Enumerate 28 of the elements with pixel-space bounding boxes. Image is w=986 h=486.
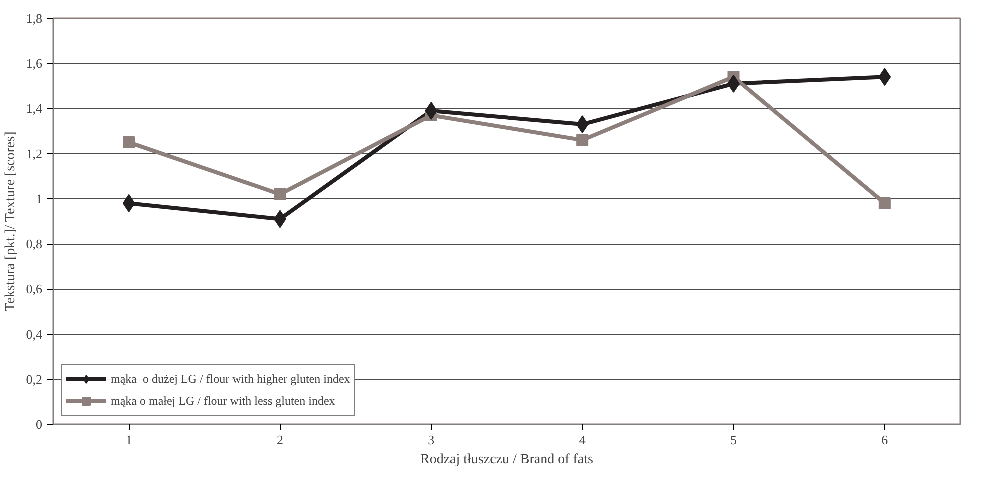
x-tick-label: 4: [579, 432, 586, 448]
point: [576, 116, 589, 134]
y-axis-title: Tekstura [pkt.]/ Texture [scores]: [3, 132, 18, 312]
y-tick-label: 1,6: [26, 56, 43, 72]
y-tick-label: 1,2: [26, 146, 42, 162]
y-tick-label: 0,4: [26, 326, 43, 342]
point: [122, 194, 136, 212]
y-tick-label: 0,2: [26, 372, 42, 387]
point: [123, 136, 136, 149]
point: [274, 188, 286, 200]
y-tick-label: 0: [36, 417, 42, 432]
x-tick-label: 1: [126, 432, 132, 448]
x-tick-label: 3: [428, 432, 435, 448]
x-axis-title: Rodzaj tłuszczu / Brand of fats: [420, 452, 594, 468]
y-tick-label: 1: [36, 191, 42, 206]
point: [878, 197, 891, 210]
legend-label: mąka o dużej LG / flour with higher gluten index: [111, 372, 350, 386]
point: [576, 134, 589, 146]
x-tick-label: 2: [277, 432, 284, 448]
x-tick-label: 6: [882, 432, 889, 448]
legend-label: mąka o małej LG / flour with less gluten index: [111, 394, 336, 408]
y-tick-label: 0,6: [26, 282, 43, 297]
y-tick-label: 1,4: [26, 101, 43, 116]
y-tick-label: 0,8: [26, 236, 42, 252]
point: [425, 102, 438, 120]
y-tick-label: 1,8: [26, 11, 42, 26]
point: [878, 68, 892, 86]
x-tick-label: 5: [730, 432, 737, 448]
